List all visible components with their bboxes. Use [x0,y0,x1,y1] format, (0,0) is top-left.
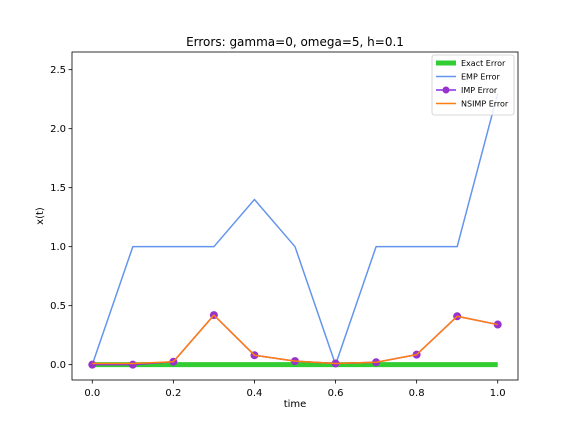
legend-label: NSIMP Error [461,100,509,109]
legend: Exact Error EMP Error IMP Error NSIMP Error [431,54,515,116]
x-tick-label: 1.0 [490,388,506,399]
imp-error-marker [88,360,97,369]
x-axis-label: time [284,399,307,410]
axis-ticks: 0.0 0.2 0.4 0.6 0.8 1.0 0.0 0.5 1.0 1.5 2.0 2.5 [50,65,506,399]
imp-error-marker [128,360,137,369]
axes-frame [71,51,519,381]
legend-label: Exact Error [461,59,506,68]
legend-label: EMP Error [461,73,501,82]
y-tick-label: 2.5 [50,65,66,76]
y-tick-label: 0.5 [50,301,66,312]
x-tick-label: 0.0 [84,388,100,399]
x-tick-label: 0.6 [328,388,344,399]
chart-title: Errors: gamma=0, omega=5, h=0.1 [186,35,404,49]
legend-box [431,54,515,116]
y-axis-label: x(t) [35,207,46,225]
legend-label: IMP Error [461,86,498,95]
x-tick-label: 0.2 [165,388,181,399]
x-tick-label: 0.8 [409,388,425,399]
x-tick-label: 0.4 [247,388,263,399]
y-tick-label: 2.0 [50,124,66,135]
legend-marker [442,86,450,94]
y-tick-label: 0.0 [50,360,66,371]
y-tick-label: 1.0 [50,242,66,253]
series-line-emp-error [91,93,499,366]
plot-area [88,93,502,369]
series-line-nsimp-error [92,314,498,365]
y-tick-label: 1.5 [50,183,66,194]
